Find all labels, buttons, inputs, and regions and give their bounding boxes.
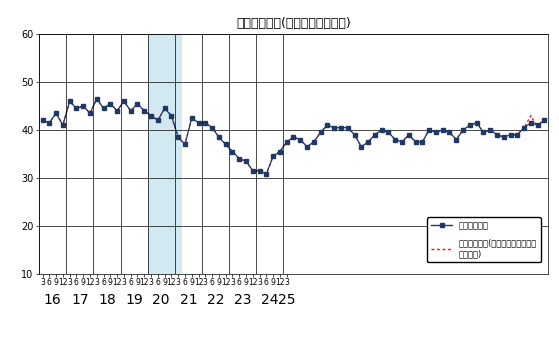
Bar [148, 34, 182, 274]
Legend: 収入の増え方, 収入の増え方(リンク係数で試験調
査と接続): 収入の増え方, 収入の増え方(リンク係数で試験調 査と接続) [427, 217, 541, 262]
Title: 収入の増え方(一般世帯、原数値): 収入の増え方(一般世帯、原数値) [236, 17, 351, 30]
